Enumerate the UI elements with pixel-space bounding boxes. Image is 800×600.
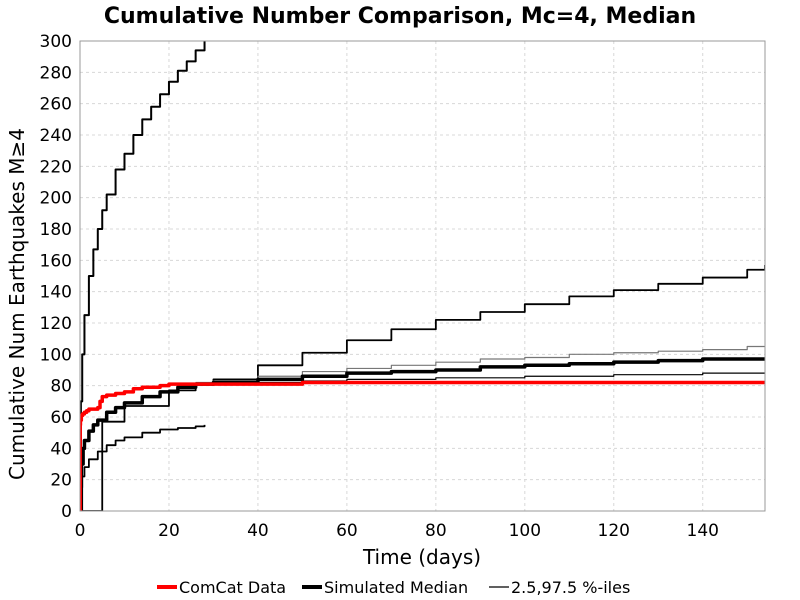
x-tick-label: 0	[75, 521, 86, 541]
y-tick-label: 100	[40, 345, 72, 365]
series-line-2-5-97-5-iles-3	[195, 345, 765, 384]
series-line-2-5-97-5-iles-2	[80, 424, 206, 511]
y-tick-label: 40	[50, 439, 72, 459]
legend: ComCat Data Simulated Median 2.5,97.5 %-…	[157, 578, 630, 597]
y-tick-label: 280	[40, 63, 72, 83]
y-tick-label: 160	[40, 251, 72, 271]
y-tick-label: 200	[40, 189, 72, 209]
y-tick-label: 20	[50, 471, 72, 491]
series-layer	[80, 41, 765, 511]
y-tick-label: 120	[40, 314, 72, 334]
x-tick-label: 120	[598, 521, 630, 541]
x-tick-label: 100	[509, 521, 541, 541]
legend-label-percentiles: 2.5,97.5 %-iles	[511, 578, 630, 597]
x-tick-label: 80	[425, 521, 447, 541]
y-tick-label: 300	[40, 32, 72, 52]
legend-label-median: Simulated Median	[324, 578, 468, 597]
series-line-2-5-97-5-iles-0	[80, 41, 206, 511]
series-line-comcat-data-6	[80, 380, 765, 511]
plot-frame	[79, 40, 766, 512]
y-tick-label: 220	[40, 157, 72, 177]
y-tick-label: 60	[50, 408, 72, 428]
legend-label-comcat: ComCat Data	[179, 578, 286, 597]
x-tick-label: 40	[247, 521, 269, 541]
tick-labels: 0 20 40 60 80 100 120 140 0 20 40 60 80 100 120 140 160 1…	[40, 32, 719, 541]
y-tick-label: 0	[61, 502, 72, 522]
y-tick-label: 240	[40, 126, 72, 146]
y-axis-label: Cumulative Num Earthquakes M≥4	[5, 128, 29, 480]
y-tick-label: 80	[50, 377, 72, 397]
x-tick-label: 140	[687, 521, 719, 541]
x-axis-label: Time (days)	[362, 545, 481, 569]
y-tick-label: 260	[40, 95, 72, 115]
grid	[79, 40, 765, 512]
x-tick-label: 20	[158, 521, 180, 541]
y-tick-label: 140	[40, 283, 72, 303]
y-tick-label: 180	[40, 220, 72, 240]
chart-title: Cumulative Number Comparison, Mc=4, Medi…	[104, 4, 696, 29]
x-tick-label: 60	[336, 521, 358, 541]
